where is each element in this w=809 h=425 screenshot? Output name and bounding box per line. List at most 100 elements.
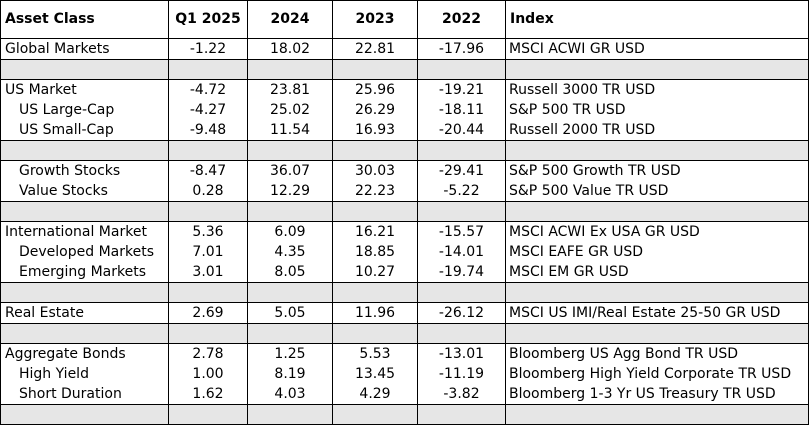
year-2022-cell: -29.41: [417, 160, 506, 181]
index-cell: S&P 500 Value TR USD: [505, 181, 809, 202]
year-2022-cell: -11.19: [417, 364, 506, 384]
year-2023-cell: 26.29: [332, 100, 418, 120]
header-2022: 2022: [417, 0, 506, 39]
year-2023-cell: 30.03: [332, 160, 418, 181]
separator-cell: [0, 282, 169, 303]
year-2022-cell: -13.01: [417, 343, 506, 364]
separator-cell: [168, 282, 248, 303]
asset-class-cell: Growth Stocks: [0, 160, 169, 181]
asset-class-cell: Developed Markets: [0, 242, 169, 262]
year-2023-cell: 18.85: [332, 242, 418, 262]
header-2024: 2024: [247, 0, 333, 39]
separator-cell: [247, 282, 333, 303]
separator-cell: [505, 140, 809, 161]
separator-cell: [0, 59, 169, 80]
separator-cell: [417, 323, 506, 344]
q1-2025-cell: 0.28: [168, 181, 248, 202]
separator-cell: [505, 282, 809, 303]
separator-cell: [0, 201, 169, 222]
separator-cell: [247, 404, 333, 425]
year-2024-cell: 4.35: [247, 242, 333, 262]
table-row: US Small-Cap -9.48 11.54 16.93 -20.44 Russell…: [0, 120, 809, 141]
q1-2025-cell: 1.62: [168, 384, 248, 405]
index-cell: Russell 2000 TR USD: [505, 120, 809, 141]
year-2023-cell: 11.96: [332, 302, 418, 324]
year-2022-cell: -15.57: [417, 221, 506, 242]
q1-2025-cell: 2.69: [168, 302, 248, 324]
header-2023: 2023: [332, 0, 418, 39]
separator-cell: [332, 140, 418, 161]
year-2022-cell: -17.96: [417, 38, 506, 60]
q1-2025-cell: -4.72: [168, 79, 248, 100]
separator-cell: [417, 140, 506, 161]
separator-cell: [505, 404, 809, 425]
asset-class-cell: Value Stocks: [0, 181, 169, 202]
table-row: US Market -4.72 23.81 25.96 -19.21 Russell 30…: [0, 79, 809, 100]
separator-row: [0, 59, 809, 80]
separator-cell: [417, 282, 506, 303]
table-row: US Large-Cap -4.27 25.02 26.29 -18.11 S&P 500…: [0, 100, 809, 120]
asset-class-cell: Global Markets: [0, 38, 169, 60]
table-row: Aggregate Bonds 2.78 1.25 5.53 -13.01 Bloombe…: [0, 343, 809, 364]
year-2023-cell: 4.29: [332, 384, 418, 405]
separator-cell: [417, 201, 506, 222]
index-cell: Bloomberg 1-3 Yr US Treasury TR USD: [505, 384, 809, 405]
separator-cell: [247, 59, 333, 80]
asset-class-cell: Aggregate Bonds: [0, 343, 169, 364]
separator-cell: [168, 404, 248, 425]
asset-class-cell: US Market: [0, 79, 169, 100]
table-row: Emerging Markets 3.01 8.05 10.27 -19.74 MSCI …: [0, 262, 809, 283]
index-cell: S&P 500 Growth TR USD: [505, 160, 809, 181]
year-2022-cell: -18.11: [417, 100, 506, 120]
separator-cell: [0, 323, 169, 344]
q1-2025-cell: 3.01: [168, 262, 248, 283]
q1-2025-cell: 2.78: [168, 343, 248, 364]
year-2023-cell: 22.23: [332, 181, 418, 202]
year-2024-cell: 6.09: [247, 221, 333, 242]
year-2022-cell: -14.01: [417, 242, 506, 262]
q1-2025-cell: -9.48: [168, 120, 248, 141]
year-2022-cell: -20.44: [417, 120, 506, 141]
index-cell: MSCI US IMI/Real Estate 25-50 GR USD: [505, 302, 809, 324]
q1-2025-cell: 5.36: [168, 221, 248, 242]
separator-cell: [168, 140, 248, 161]
year-2024-cell: 8.05: [247, 262, 333, 283]
index-cell: S&P 500 TR USD: [505, 100, 809, 120]
table-row: Value Stocks 0.28 12.29 22.23 -5.22 S&P 500 V…: [0, 181, 809, 202]
year-2024-cell: 23.81: [247, 79, 333, 100]
asset-class-cell: International Market: [0, 221, 169, 242]
asset-class-cell: Emerging Markets: [0, 262, 169, 283]
q1-2025-cell: -1.22: [168, 38, 248, 60]
separator-cell: [247, 323, 333, 344]
separator-cell: [505, 323, 809, 344]
separator-cell: [247, 201, 333, 222]
table-row: Global Markets -1.22 18.02 22.81 -17.96 MSCI …: [0, 38, 809, 60]
year-2023-cell: 16.21: [332, 221, 418, 242]
header-index: Index: [505, 0, 809, 39]
index-cell: MSCI ACWI Ex USA GR USD: [505, 221, 809, 242]
header-row: Asset Class Q1 2025 2024 2023 2022 Index: [0, 0, 809, 39]
year-2023-cell: 13.45: [332, 364, 418, 384]
separator-cell: [417, 59, 506, 80]
separator-cell: [168, 59, 248, 80]
separator-cell: [168, 201, 248, 222]
table-row: Short Duration 1.62 4.03 4.29 -3.82 Bloomberg…: [0, 384, 809, 405]
year-2022-cell: -26.12: [417, 302, 506, 324]
separator-cell: [505, 201, 809, 222]
asset-class-cell: Short Duration: [0, 384, 169, 405]
year-2022-cell: -5.22: [417, 181, 506, 202]
index-cell: Bloomberg US Agg Bond TR USD: [505, 343, 809, 364]
q1-2025-cell: 7.01: [168, 242, 248, 262]
index-cell: Russell 3000 TR USD: [505, 79, 809, 100]
index-cell: MSCI ACWI GR USD: [505, 38, 809, 60]
year-2024-cell: 12.29: [247, 181, 333, 202]
index-cell: Bloomberg High Yield Corporate TR USD: [505, 364, 809, 384]
asset-class-cell: US Large-Cap: [0, 100, 169, 120]
year-2024-cell: 36.07: [247, 160, 333, 181]
index-cell: MSCI EM GR USD: [505, 262, 809, 283]
index-cell: MSCI EAFE GR USD: [505, 242, 809, 262]
year-2024-cell: 11.54: [247, 120, 333, 141]
separator-row: [0, 404, 809, 425]
year-2023-cell: 5.53: [332, 343, 418, 364]
